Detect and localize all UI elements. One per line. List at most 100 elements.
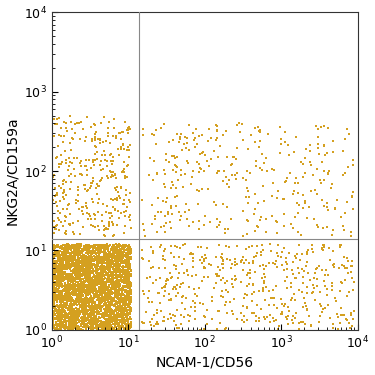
Point (264, 168, 270, 174)
Point (338, 312, 344, 318)
Point (80, 272, 86, 278)
Point (255, 124, 261, 130)
Point (101, 280, 107, 286)
Point (52, 315, 58, 321)
Point (92, 280, 98, 286)
Point (104, 260, 110, 266)
Point (108, 267, 114, 273)
Point (60, 297, 66, 303)
Point (79, 318, 85, 324)
Point (76, 255, 82, 261)
Point (65, 290, 71, 296)
Point (57, 248, 63, 254)
Point (105, 294, 111, 300)
Point (91, 293, 97, 299)
Point (69, 260, 75, 266)
Point (100, 294, 106, 300)
Point (148, 202, 154, 208)
Point (274, 195, 280, 201)
Point (75, 307, 81, 313)
Point (53, 285, 59, 291)
Point (76, 264, 82, 270)
Point (195, 244, 201, 250)
Point (74, 316, 80, 322)
Point (92, 284, 98, 290)
Point (76, 257, 82, 263)
Point (66, 262, 72, 268)
Point (61, 301, 67, 307)
Point (84, 291, 90, 297)
Point (110, 291, 116, 297)
Point (101, 258, 107, 264)
Point (284, 285, 290, 291)
Point (98, 257, 104, 263)
Point (122, 302, 128, 308)
Point (51, 293, 57, 299)
Point (60, 244, 66, 250)
Point (87, 213, 93, 219)
Point (105, 300, 111, 306)
Point (71, 261, 77, 267)
Point (75, 322, 81, 328)
Point (204, 321, 210, 327)
Point (126, 261, 132, 267)
Point (118, 254, 124, 260)
Point (91, 242, 97, 248)
Point (56, 248, 62, 254)
Point (202, 265, 208, 271)
Point (114, 282, 120, 288)
Point (274, 305, 280, 311)
Point (122, 320, 128, 326)
Point (109, 254, 115, 260)
Point (92, 282, 98, 288)
Point (114, 295, 120, 301)
Point (121, 306, 127, 312)
Point (344, 316, 350, 322)
Point (251, 211, 257, 217)
Point (106, 251, 112, 257)
Point (121, 201, 127, 207)
Point (54, 296, 60, 302)
Point (125, 162, 131, 168)
Point (60, 276, 66, 282)
Point (110, 250, 116, 256)
Point (53, 287, 59, 293)
Point (77, 308, 83, 314)
Point (58, 316, 64, 322)
Point (109, 316, 115, 322)
Point (325, 171, 331, 177)
Point (66, 304, 72, 310)
Point (89, 301, 95, 307)
Point (250, 280, 256, 286)
Point (66, 272, 72, 278)
Point (117, 270, 123, 276)
Point (86, 314, 92, 320)
Point (181, 270, 187, 276)
Point (103, 280, 109, 286)
Point (62, 287, 68, 293)
Point (50, 318, 56, 324)
Point (92, 318, 98, 324)
Point (169, 153, 175, 159)
Point (261, 280, 267, 286)
Point (123, 284, 129, 290)
Point (119, 169, 125, 175)
Point (54, 292, 60, 298)
Point (81, 278, 87, 284)
Point (95, 267, 101, 273)
Point (72, 275, 78, 281)
Point (124, 312, 130, 318)
Point (119, 316, 125, 322)
Point (102, 260, 108, 266)
Point (111, 296, 117, 302)
Point (114, 281, 120, 287)
Point (85, 277, 91, 283)
Point (300, 319, 306, 325)
Point (51, 266, 57, 272)
Point (122, 252, 128, 258)
Point (224, 154, 230, 160)
Point (89, 310, 95, 316)
Point (96, 318, 102, 324)
Point (106, 318, 112, 324)
Point (118, 287, 124, 293)
